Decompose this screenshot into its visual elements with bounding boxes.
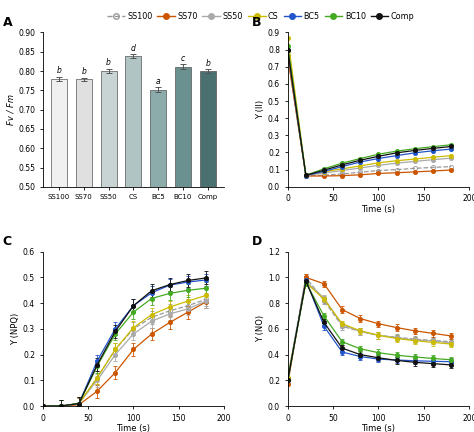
Text: c: c: [181, 54, 185, 63]
Text: a: a: [156, 76, 161, 86]
Bar: [200, 71, 216, 380]
Text: D: D: [251, 235, 262, 248]
Bar: [125, 56, 142, 380]
Text: b: b: [56, 66, 62, 75]
X-axis label: Time (s): Time (s): [362, 205, 395, 214]
Text: b: b: [82, 67, 86, 76]
Text: b: b: [106, 58, 111, 67]
Text: C: C: [3, 235, 12, 248]
Bar: [100, 71, 117, 380]
Text: b: b: [205, 58, 210, 67]
Y-axis label: Y (II): Y (II): [256, 100, 265, 119]
X-axis label: Time (s): Time (s): [117, 424, 150, 432]
Y-axis label: Y (NPQ): Y (NPQ): [11, 313, 20, 345]
Text: B: B: [251, 16, 261, 29]
Bar: [51, 79, 67, 380]
Bar: [150, 89, 166, 380]
Bar: [76, 79, 92, 380]
X-axis label: Time (s): Time (s): [362, 424, 395, 432]
Bar: [175, 67, 191, 380]
Y-axis label: Fv / Fm: Fv / Fm: [6, 94, 15, 125]
Y-axis label: Y (NO): Y (NO): [256, 315, 265, 343]
Legend: SS100, SS70, SS50, CS, BC5, BC10, Comp: SS100, SS70, SS50, CS, BC5, BC10, Comp: [107, 12, 414, 21]
Text: d: d: [131, 44, 136, 53]
Text: A: A: [3, 16, 12, 29]
